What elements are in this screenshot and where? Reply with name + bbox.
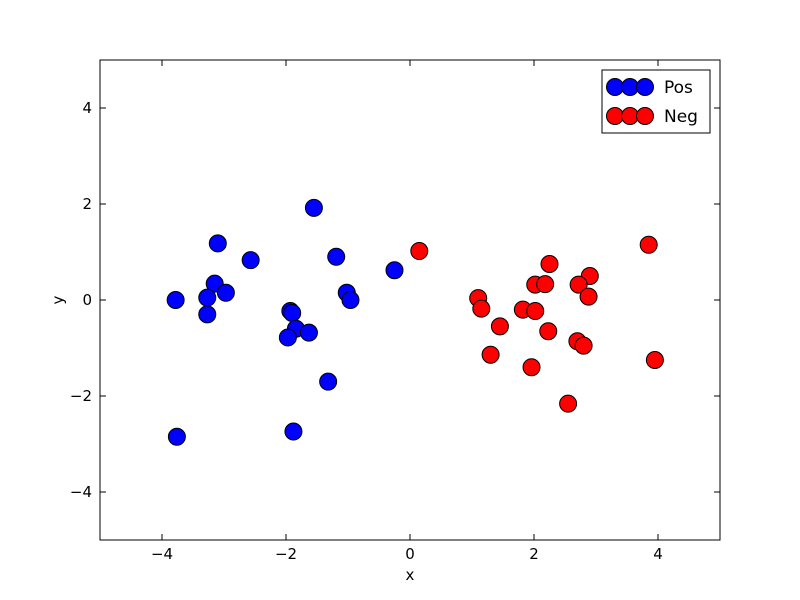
- data-point: [284, 422, 303, 441]
- y-tick-label: 4: [82, 99, 92, 117]
- legend-marker: [636, 107, 654, 125]
- data-point: [216, 283, 235, 302]
- series-1: [410, 235, 664, 413]
- x-tick-label: 4: [653, 545, 663, 563]
- data-point: [645, 351, 664, 369]
- y-tick-label: −4: [70, 483, 92, 501]
- data-point: [166, 291, 185, 309]
- legend-label: Pos: [664, 78, 693, 98]
- x-tick-label: −4: [151, 545, 173, 563]
- legend-marker: [606, 78, 624, 96]
- x-axis-label: x: [406, 566, 415, 584]
- series-0: [166, 198, 404, 446]
- data-point: [559, 394, 578, 413]
- data-point: [490, 317, 509, 336]
- y-tick-label: 2: [82, 195, 92, 213]
- data-point: [410, 242, 429, 261]
- legend-marker: [606, 107, 624, 125]
- legend-marker: [621, 107, 639, 125]
- data-point: [536, 275, 555, 294]
- data-point: [569, 275, 588, 294]
- data-point: [198, 288, 217, 307]
- data-point: [579, 287, 598, 306]
- data-point: [198, 305, 217, 324]
- points-layer: [166, 198, 664, 446]
- data-point: [167, 427, 186, 446]
- data-point: [385, 261, 404, 280]
- data-point: [539, 322, 558, 341]
- data-point: [283, 303, 302, 322]
- legend-label: Neg: [664, 107, 698, 127]
- legend-marker: [636, 78, 654, 96]
- data-point: [278, 328, 297, 347]
- data-point: [304, 198, 323, 217]
- data-point: [327, 247, 346, 266]
- data-point: [299, 323, 318, 342]
- data-point: [526, 302, 545, 321]
- data-point: [241, 251, 260, 270]
- data-point: [639, 235, 658, 254]
- y-axis-label: y: [49, 295, 67, 304]
- data-point: [481, 345, 500, 364]
- legend: Pos Neg: [601, 69, 711, 134]
- data-point: [341, 291, 360, 309]
- ticks-layer: −4 −2 0 2 4 −4 −2 0 2 4: [70, 60, 720, 563]
- y-tick-label: −2: [70, 387, 92, 405]
- x-tick-label: −2: [275, 545, 297, 563]
- data-point: [540, 255, 559, 273]
- data-point: [522, 358, 541, 377]
- x-tick-label: 0: [405, 545, 415, 563]
- data-point: [319, 372, 338, 391]
- data-point: [208, 234, 227, 253]
- plot-area-frame: [99, 59, 721, 541]
- data-point: [574, 336, 593, 355]
- data-point: [472, 299, 491, 318]
- legend-marker: [621, 78, 639, 96]
- x-tick-label: 2: [529, 545, 539, 563]
- y-tick-label: 0: [82, 291, 92, 309]
